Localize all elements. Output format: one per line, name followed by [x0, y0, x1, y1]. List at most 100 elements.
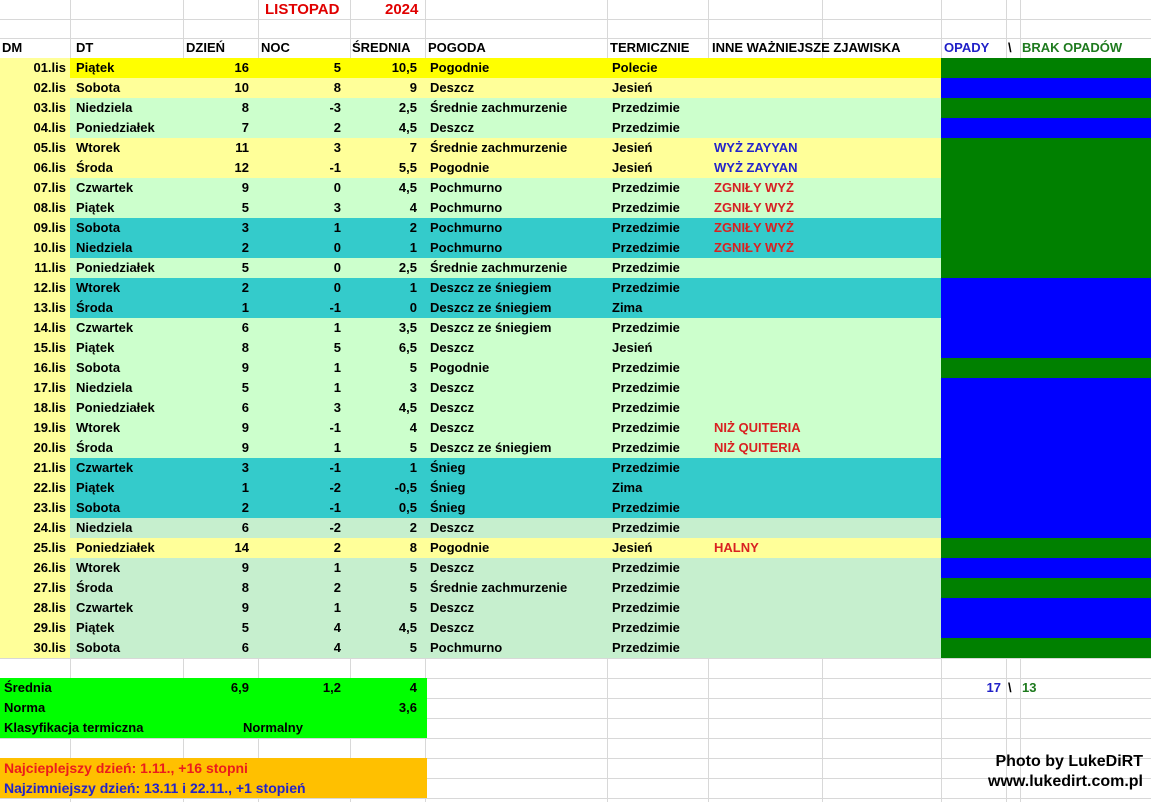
cell-weather[interactable]: Pochmurno [430, 240, 503, 255]
cell-avg-temp[interactable]: 1 [409, 280, 417, 295]
cell-phenomena[interactable] [708, 558, 941, 578]
cell-day-temp[interactable]: 1 [241, 300, 249, 315]
cell-day-name[interactable]: Wtorek [76, 420, 121, 435]
precip-bar-dry[interactable] [941, 638, 1151, 658]
cell-phenomena[interactable]: NIŻ QUITERIA [714, 440, 801, 455]
precip-bar-rain[interactable] [941, 458, 1151, 478]
cell-date[interactable]: 09.lis [33, 220, 66, 235]
cell-day-temp[interactable]: 6 [241, 400, 249, 415]
cell-day-name[interactable]: Sobota [76, 360, 121, 375]
cell-date[interactable]: 15.lis [33, 340, 66, 355]
cell-thermal[interactable]: Przedzimie [612, 400, 680, 415]
cell-thermal[interactable]: Przedzimie [612, 640, 680, 655]
cell-thermal[interactable]: Przedzimie [612, 120, 680, 135]
precip-bar-dry[interactable] [941, 198, 1151, 218]
cell-weather[interactable]: Średnie zachmurzenie [430, 100, 568, 115]
cell-day-temp[interactable]: 8 [241, 340, 249, 355]
cell-date[interactable]: 05.lis [33, 140, 66, 155]
cell-day-temp[interactable]: 5 [241, 620, 249, 635]
precip-bar-rain[interactable] [941, 398, 1151, 418]
cell-avg-temp[interactable]: -0,5 [394, 480, 417, 495]
cell-weather[interactable]: Średnie zachmurzenie [430, 580, 568, 595]
cell-night-temp[interactable]: 1 [333, 220, 341, 235]
cell-day-temp[interactable]: 9 [241, 440, 249, 455]
cell-day-name[interactable]: Środa [76, 160, 113, 175]
cell-date[interactable]: 26.lis [33, 560, 66, 575]
cell-day-temp[interactable]: 9 [241, 180, 249, 195]
summary-avg-total[interactable]: 4 [409, 680, 417, 695]
cell-weather[interactable]: Deszcz [430, 80, 475, 95]
cell-day-name[interactable]: Piątek [76, 60, 115, 75]
cell-avg-temp[interactable]: 10,5 [391, 60, 417, 75]
cell-weather[interactable]: Śnieg [430, 460, 466, 475]
cell-day-name[interactable]: Czwartek [76, 180, 134, 195]
cell-phenomena[interactable] [708, 518, 941, 538]
cell-avg-temp[interactable]: 5,5 [398, 160, 417, 175]
precip-bar-dry[interactable] [941, 538, 1151, 558]
cell-date[interactable]: 12.lis [33, 280, 66, 295]
cell-weather[interactable]: Deszcz ze śniegiem [430, 280, 552, 295]
warmest-day-note[interactable]: Najcieplejszy dzień: 1.11., +16 stopni [4, 760, 248, 776]
precip-bar-dry[interactable] [941, 138, 1151, 158]
cell-date[interactable]: 04.lis [33, 120, 66, 135]
cell-thermal[interactable]: Jesień [612, 140, 653, 155]
cell-weather[interactable]: Pogodnie [430, 360, 490, 375]
summary-avg-day[interactable]: 6,9 [230, 680, 249, 695]
cell-night-temp[interactable]: 0 [333, 260, 341, 275]
cell-weather[interactable]: Średnie zachmurzenie [430, 140, 568, 155]
cell-thermal[interactable]: Przedzimie [612, 180, 680, 195]
cell-phenomena[interactable]: ZGNIŁY WYŻ [714, 220, 794, 235]
cell-night-temp[interactable]: 1 [333, 560, 341, 575]
cell-avg-temp[interactable]: 3 [409, 380, 417, 395]
header-dt[interactable]: DT [76, 40, 94, 55]
precip-bar-dry[interactable] [941, 578, 1151, 598]
cell-day-name[interactable]: Sobota [76, 220, 121, 235]
cell-day-name[interactable]: Piątek [76, 340, 115, 355]
cell-date[interactable]: 22.lis [33, 480, 66, 495]
cell-date[interactable]: 18.lis [33, 400, 66, 415]
precip-bar-rain[interactable] [941, 78, 1151, 98]
cell-thermal[interactable]: Przedzimie [612, 460, 680, 475]
cell-night-temp[interactable]: 5 [333, 340, 341, 355]
cell-day-name[interactable]: Środa [76, 580, 113, 595]
cell-day-name[interactable]: Wtorek [76, 560, 121, 575]
cell-day-name[interactable]: Sobota [76, 500, 121, 515]
cell-thermal[interactable]: Przedzimie [612, 580, 680, 595]
cell-phenomena[interactable]: WYŻ ZAYYAN [714, 140, 798, 155]
cell-day-temp[interactable]: 1 [241, 480, 249, 495]
cell-night-temp[interactable]: -1 [329, 160, 341, 175]
precip-bar-dry[interactable] [941, 258, 1151, 278]
precip-bar-rain[interactable] [941, 318, 1151, 338]
cell-avg-temp[interactable]: 5 [409, 360, 417, 375]
cell-avg-temp[interactable]: 5 [409, 580, 417, 595]
cell-avg-temp[interactable]: 4 [409, 420, 417, 435]
cell-night-temp[interactable]: -3 [329, 100, 341, 115]
cell-thermal[interactable]: Jesień [612, 80, 653, 95]
cell-date[interactable]: 01.lis [33, 60, 66, 75]
cell-date[interactable]: 24.lis [33, 520, 66, 535]
cell-weather[interactable]: Pochmurno [430, 200, 503, 215]
cell-avg-temp[interactable]: 4,5 [398, 400, 417, 415]
cell-day-name[interactable]: Poniedziałek [76, 260, 155, 275]
cell-night-temp[interactable]: 1 [333, 320, 341, 335]
cell-day-name[interactable]: Niedziela [76, 380, 133, 395]
cell-phenomena[interactable] [708, 378, 941, 398]
cell-phenomena[interactable] [708, 458, 941, 478]
cell-day-name[interactable]: Środa [76, 440, 113, 455]
cell-weather[interactable]: Deszcz ze śniegiem [430, 300, 552, 315]
no-precip-days-count[interactable]: 13 [1022, 680, 1037, 695]
cell-night-temp[interactable]: 2 [333, 540, 341, 555]
summary-norm-label[interactable]: Norma [4, 700, 46, 715]
cell-thermal[interactable]: Przedzimie [612, 500, 680, 515]
cell-date[interactable]: 07.lis [33, 180, 66, 195]
title-year[interactable]: 2024 [385, 1, 419, 18]
summary-avg-night[interactable]: 1,2 [322, 680, 341, 695]
precip-bar-rain[interactable] [941, 558, 1151, 578]
cell-phenomena[interactable] [708, 578, 941, 598]
cell-day-temp[interactable]: 9 [241, 360, 249, 375]
cell-avg-temp[interactable]: 4,5 [398, 120, 417, 135]
cell-date[interactable]: 08.lis [33, 200, 66, 215]
cell-night-temp[interactable]: -2 [329, 480, 341, 495]
cell-thermal[interactable]: Polecie [612, 60, 658, 75]
cell-phenomena[interactable] [708, 258, 941, 278]
